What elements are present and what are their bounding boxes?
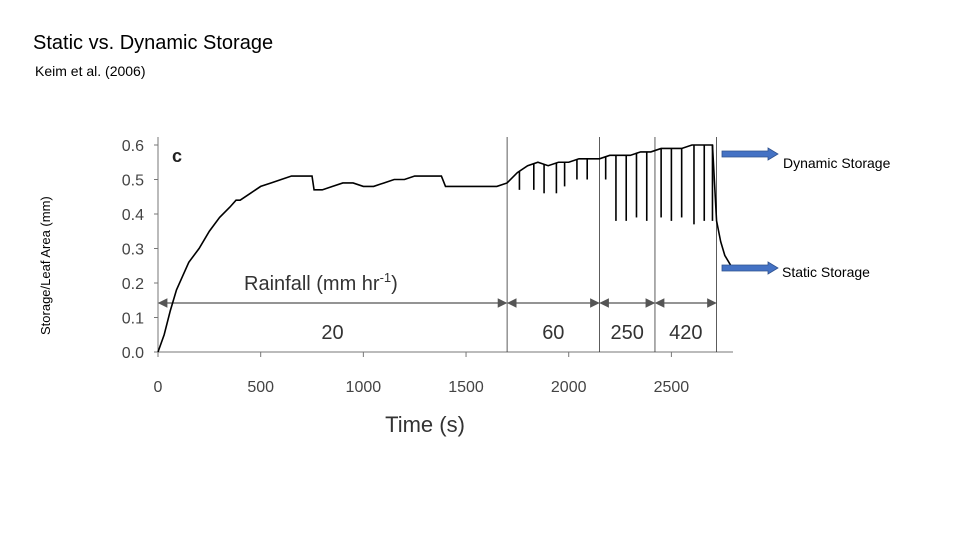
- x-tick-label: 2000: [551, 379, 587, 396]
- dynamic-storage-arrow: [721, 147, 779, 161]
- storage-series-line: [157, 144, 732, 353]
- rainfall-label: Rainfall (mm hr-1): [244, 270, 398, 295]
- y-tick-label: 0.0: [122, 345, 144, 362]
- y-tick-label: 0.2: [122, 276, 144, 293]
- x-tick-label: 1500: [448, 379, 484, 396]
- panel-letter: c: [172, 146, 182, 166]
- slide-title: Static vs. Dynamic Storage: [33, 32, 274, 54]
- y-tick-label: 0.3: [122, 242, 144, 259]
- static-storage-arrow: [721, 261, 779, 275]
- x-tick-label: 1000: [346, 379, 382, 396]
- rainfall-rate-label: 60: [542, 322, 564, 344]
- y-tick-label: 0.4: [122, 207, 144, 224]
- citation: Keim et al. (2006): [35, 63, 146, 79]
- rainfall-rate-label: 420: [669, 322, 702, 344]
- x-tick-label: 0: [154, 379, 163, 396]
- y-tick-label: 0.5: [122, 173, 144, 190]
- y-tick-label: 0.1: [122, 311, 144, 328]
- y-tick-label: 0.6: [122, 138, 144, 155]
- static-storage-arrow-shape: [721, 261, 779, 275]
- dynamic-storage-callout: Dynamic Storage: [783, 155, 891, 171]
- dynamic-storage-arrow-shape: [721, 147, 779, 161]
- rainfall-rate-label: 250: [611, 322, 644, 344]
- x-axis-title: Time (s): [385, 412, 465, 437]
- rainfall-rate-label: 20: [321, 322, 343, 344]
- x-tick-label: 500: [247, 379, 274, 396]
- static-storage-callout: Static Storage: [782, 264, 870, 280]
- x-tick-label: 2500: [654, 379, 690, 396]
